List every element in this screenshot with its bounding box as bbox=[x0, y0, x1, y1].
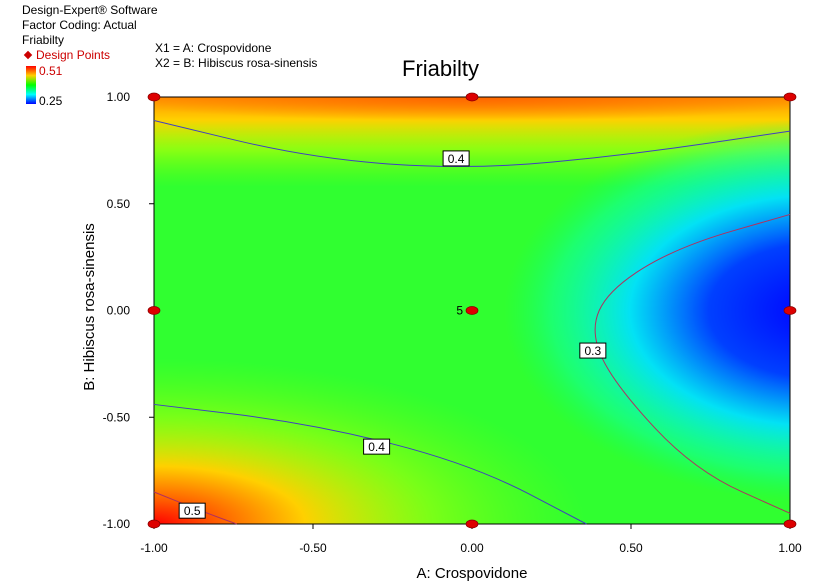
response-name: Friabilty bbox=[22, 33, 65, 47]
contour-line-3 bbox=[153, 491, 237, 525]
design-point bbox=[147, 519, 161, 529]
x1-definition: X1 = A: Crospovidone bbox=[155, 41, 272, 55]
design-point-count: 5 bbox=[456, 304, 463, 318]
color-scale-low: 0.25 bbox=[39, 94, 63, 108]
low-region-right bbox=[154, 97, 790, 524]
contour-label-2: 0.3 bbox=[584, 344, 601, 358]
contour-label-box-0 bbox=[442, 150, 470, 167]
design-point bbox=[465, 306, 479, 315]
contour-label-box-2 bbox=[579, 342, 607, 359]
contour-label-0: 0.4 bbox=[448, 152, 465, 166]
contour-line-2 bbox=[594, 213, 791, 514]
color-scale-high: 0.51 bbox=[39, 64, 63, 78]
contour-line-1 bbox=[153, 403, 587, 525]
color-scale-bar bbox=[26, 66, 36, 104]
design-point bbox=[783, 519, 797, 529]
x-tick-label: -1.00 bbox=[140, 541, 168, 555]
contour-line-0 bbox=[153, 119, 791, 167]
design-points-label: Design Points bbox=[36, 48, 111, 62]
y-tick-label: -1.00 bbox=[103, 517, 131, 531]
y-tick-label: 1.00 bbox=[107, 90, 131, 104]
x2-definition: X2 = B: Hibiscus rosa-sinensis bbox=[155, 56, 318, 70]
y-tick-label: 0.50 bbox=[107, 197, 131, 211]
chart-title: Friabilty bbox=[402, 56, 480, 81]
contour-label-3: 0.5 bbox=[184, 504, 201, 518]
x-axis-label: A: Crospovidone bbox=[417, 565, 528, 582]
x-tick-label: 1.00 bbox=[778, 541, 802, 555]
design-points-legend: Design Points bbox=[22, 48, 158, 63]
y-tick-label: 0.00 bbox=[107, 304, 131, 318]
software-name: Design-Expert® Software bbox=[22, 3, 158, 17]
x-tick-label: -0.50 bbox=[299, 541, 327, 555]
design-point bbox=[783, 306, 797, 315]
design-point bbox=[465, 519, 479, 529]
y-tick-label: -0.50 bbox=[103, 410, 131, 424]
design-point bbox=[147, 306, 161, 315]
contour-label-box-3 bbox=[178, 502, 206, 519]
design-point bbox=[465, 92, 479, 102]
design-point bbox=[783, 92, 797, 102]
y-axis-label: B: Hibiscus rosa-sinensis bbox=[81, 223, 98, 391]
design-point bbox=[147, 92, 161, 102]
contour-label-1: 0.4 bbox=[368, 440, 385, 454]
x-tick-label: 0.00 bbox=[460, 541, 484, 555]
contour-label-box-1 bbox=[363, 438, 391, 455]
factor-coding: Factor Coding: Actual bbox=[22, 18, 137, 32]
x-tick-label: 0.50 bbox=[619, 541, 643, 555]
